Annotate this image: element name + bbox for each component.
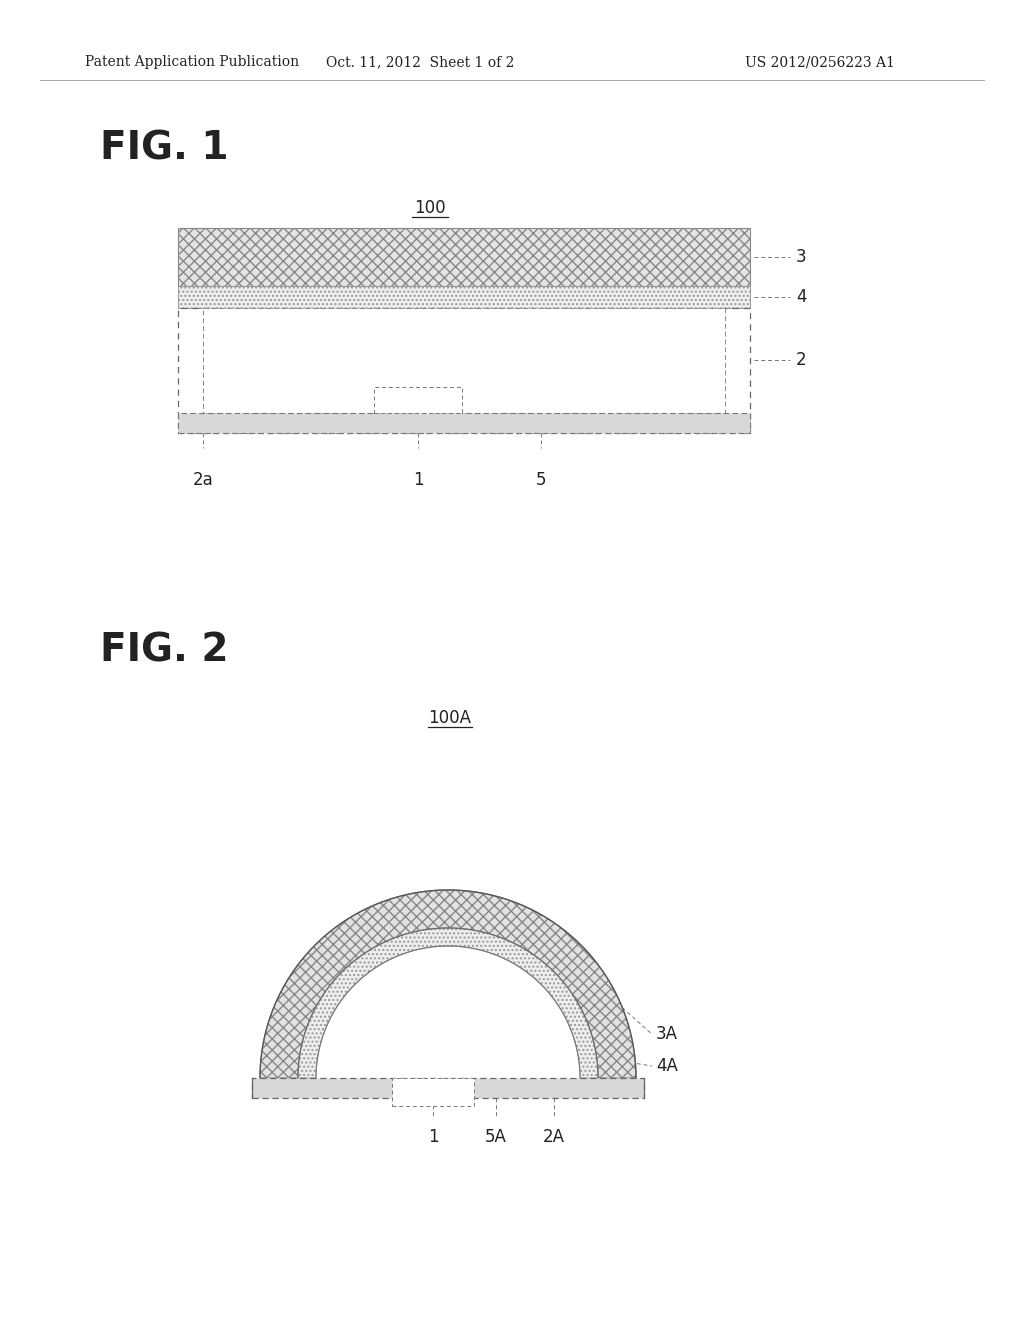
Text: 2a: 2a: [193, 471, 213, 488]
Text: 5: 5: [536, 471, 547, 488]
Text: FIG. 2: FIG. 2: [100, 631, 228, 669]
Text: 100A: 100A: [428, 709, 471, 727]
Text: 4A: 4A: [656, 1057, 678, 1074]
Text: 5A: 5A: [485, 1129, 507, 1146]
Bar: [374, 387, 462, 413]
Text: Oct. 11, 2012  Sheet 1 of 2: Oct. 11, 2012 Sheet 1 of 2: [326, 55, 514, 69]
Text: 3: 3: [796, 248, 807, 267]
Bar: [203, 308, 725, 413]
Text: FIG. 1: FIG. 1: [100, 129, 228, 168]
Bar: [178, 308, 750, 433]
Text: 3A: 3A: [656, 1026, 678, 1043]
Text: 1: 1: [428, 1129, 438, 1146]
Text: Patent Application Publication: Patent Application Publication: [85, 55, 299, 69]
Text: 2A: 2A: [543, 1129, 565, 1146]
Bar: [392, 1078, 474, 1106]
Text: US 2012/0256223 A1: US 2012/0256223 A1: [745, 55, 895, 69]
Polygon shape: [260, 890, 636, 1078]
Polygon shape: [316, 946, 580, 1078]
Polygon shape: [298, 928, 598, 1078]
Bar: [178, 228, 750, 286]
Text: 100: 100: [414, 199, 445, 216]
Text: 1: 1: [413, 471, 424, 488]
Bar: [252, 1078, 644, 1098]
Bar: [178, 413, 750, 433]
Bar: [178, 286, 750, 308]
Text: 4: 4: [796, 288, 807, 306]
Text: 2: 2: [796, 351, 807, 370]
